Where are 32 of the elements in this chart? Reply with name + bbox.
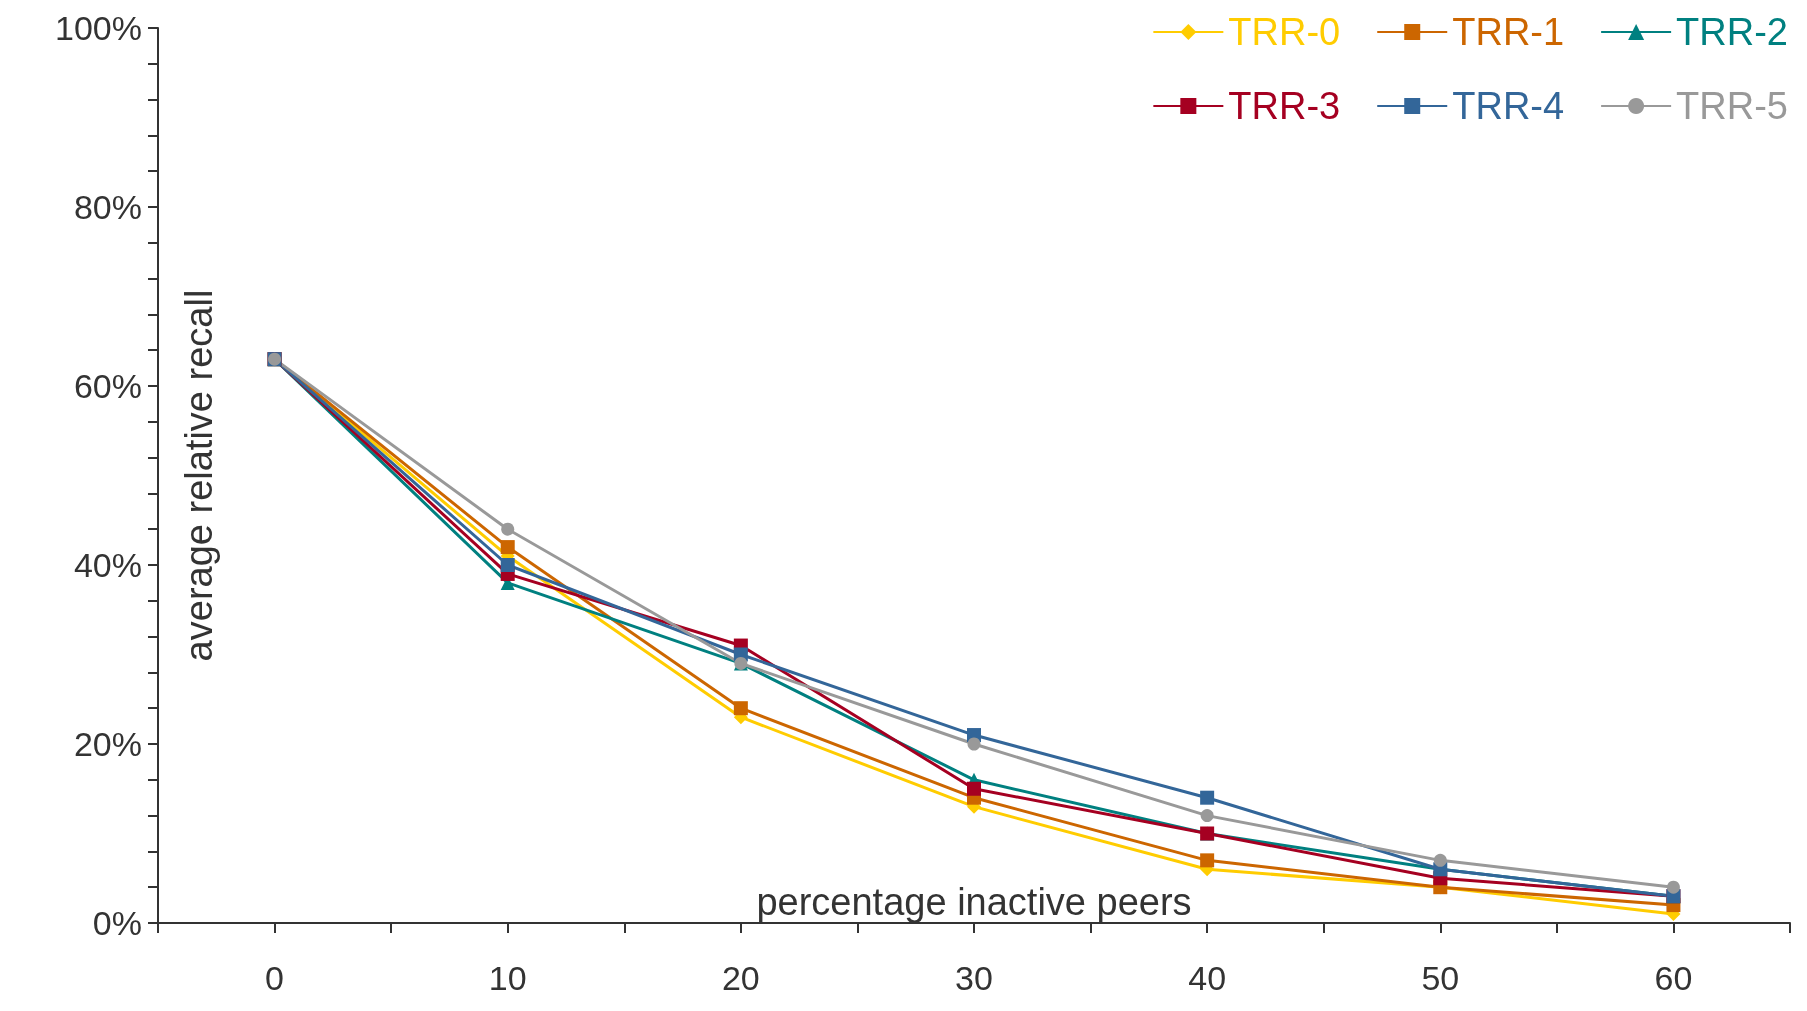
y-tick-label: 0% — [92, 904, 142, 942]
y-tick-label: 100% — [55, 9, 142, 47]
legend-label: TRR-4 — [1452, 85, 1565, 127]
point — [1200, 809, 1214, 823]
y-axis-title: average relative recall — [178, 289, 220, 662]
point — [500, 540, 515, 555]
point — [733, 701, 748, 716]
point — [1200, 853, 1215, 868]
y-tick-label: 40% — [73, 546, 142, 584]
y-tick-label: 20% — [73, 725, 142, 763]
point — [1433, 853, 1447, 867]
y-tick-label: 60% — [73, 367, 142, 405]
legend-label: TRR-3 — [1228, 85, 1341, 127]
point — [967, 781, 981, 796]
legend-label: TRR-0 — [1228, 11, 1341, 53]
x-tick-label: 50 — [1421, 959, 1460, 997]
x-tick-label: 30 — [955, 959, 993, 997]
point — [1200, 790, 1215, 805]
x-tick-label: 40 — [1188, 959, 1227, 997]
x-tick-label: 20 — [721, 959, 760, 997]
x-tick-label: 10 — [488, 959, 527, 997]
point — [501, 522, 515, 536]
point — [500, 558, 515, 572]
point — [967, 737, 981, 751]
x-tick-label: 0 — [265, 959, 285, 997]
legend-label: TRR-1 — [1452, 11, 1565, 53]
legend-label: TRR-5 — [1676, 85, 1789, 127]
x-tick-label: 60 — [1654, 959, 1693, 997]
point — [1666, 880, 1680, 894]
x-axis-title: percentage inactive peers — [756, 881, 1192, 923]
legend-label: TRR-2 — [1676, 11, 1789, 53]
y-tick-label: 80% — [73, 188, 142, 226]
